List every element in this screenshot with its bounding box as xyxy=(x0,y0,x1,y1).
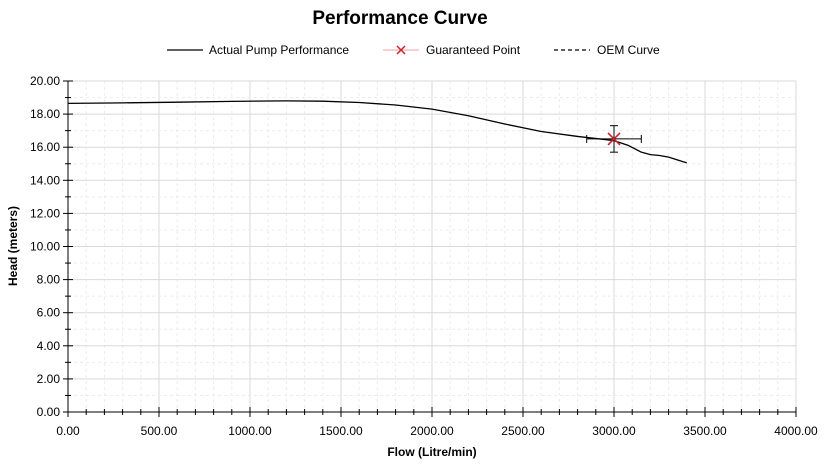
x-tick-label: 3000.00 xyxy=(592,424,636,438)
x-tick-label: 1000.00 xyxy=(228,424,272,438)
series-layer xyxy=(67,100,687,164)
y-tick-label: 2.00 xyxy=(37,372,61,386)
legend-label: Guaranteed Point xyxy=(426,43,521,57)
legend: Actual Pump Performance Guaranteed Point O… xyxy=(167,43,660,57)
chart-title: Performance Curve xyxy=(312,8,487,29)
x-tick-label: 2000.00 xyxy=(410,424,454,438)
y-tick-label: 20.00 xyxy=(30,74,60,88)
y-tick-label: 8.00 xyxy=(37,273,61,287)
y-axis-title: Head (meters) xyxy=(6,206,20,286)
guaranteed-point xyxy=(586,125,642,153)
x-tick-label: 0.00 xyxy=(56,424,80,438)
guaranteed-point-marker xyxy=(607,132,621,146)
legend-item: Actual Pump Performance xyxy=(167,43,349,57)
y-tick-label: 0.00 xyxy=(37,405,61,419)
actual-pump-performance-line xyxy=(67,100,687,164)
x-tick-label: 2500.00 xyxy=(501,424,545,438)
x-axis-title: Flow (Litre/min) xyxy=(387,445,476,459)
x-tick-label: 3500.00 xyxy=(683,424,727,438)
legend-label: OEM Curve xyxy=(597,43,660,57)
legend-x-marker xyxy=(396,45,406,55)
grid xyxy=(67,80,797,413)
y-tick-label: 16.00 xyxy=(30,140,60,154)
legend-item: OEM Curve xyxy=(554,43,660,57)
y-tick-label: 12.00 xyxy=(30,206,60,220)
x-axis-ticks: 0.00 500.00 1000.00 1500.00 2000.00 2500.00 30… xyxy=(56,407,818,438)
y-tick-label: 14.00 xyxy=(30,173,60,187)
y-axis-ticks: 0.00 2.00 4.00 6.00 8.00 10.00 12.00 14.00 16.00… xyxy=(30,74,73,419)
y-tick-label: 6.00 xyxy=(37,306,61,320)
x-tick-label: 4000.00 xyxy=(774,424,818,438)
legend-item: Guaranteed Point xyxy=(383,43,521,57)
y-tick-label: 4.00 xyxy=(37,339,61,353)
x-tick-label: 1500.00 xyxy=(319,424,363,438)
y-tick-label: 18.00 xyxy=(30,107,60,121)
x-tick-label: 500.00 xyxy=(141,424,178,438)
legend-label: Actual Pump Performance xyxy=(209,43,349,57)
y-tick-label: 10.00 xyxy=(30,240,60,254)
